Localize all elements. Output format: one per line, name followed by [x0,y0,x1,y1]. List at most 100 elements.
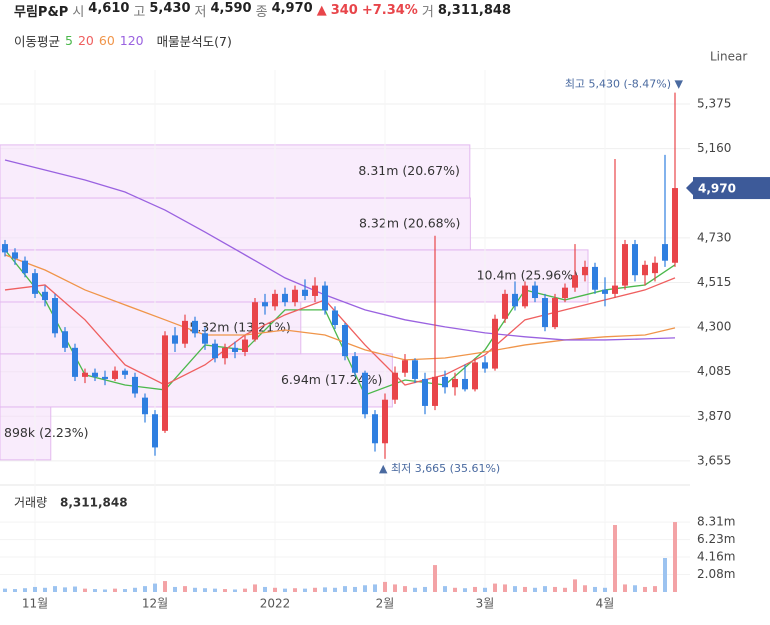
volume-bar [193,587,197,592]
scale-label[interactable]: Linear [710,50,747,64]
high-annotation: 최고 5,430 (-8.47%) ▼ [565,78,684,91]
volume-profile-bar [0,249,589,303]
x-tick-label: 2022 [260,597,291,611]
profile-title[interactable]: 매물분석도(7) [156,33,232,49]
volume-profile-label: 5.32m (13.21%) [189,319,290,334]
header-item-value: 4,590 [210,0,252,16]
volume-bar [503,584,507,592]
volume-bar [303,588,307,592]
candle-body [652,262,658,274]
candle-body [132,376,138,394]
volume-profile-bar [0,353,393,408]
ma-title: 이동평균 [14,33,61,49]
candle-body [472,362,478,390]
volume-bar [443,586,447,592]
candle-body [112,370,118,379]
volume-bar [293,588,297,592]
volume-bar [93,589,97,592]
volume-label: 거 [421,4,434,20]
volume-bar [543,586,547,592]
x-tick-label: 2월 [376,597,395,611]
change-arrow: ▲ [316,2,327,18]
candle-body [312,285,318,296]
volume-bar [373,584,377,592]
volume-bar [263,586,267,592]
y-tick-label: 5,160 [697,141,731,155]
volume-bar [73,586,77,592]
candle-body [262,302,268,307]
y-tick-label: 3,870 [697,409,731,423]
ma-line [4,159,676,341]
volume-bar [663,558,667,592]
volume-profile-bar [0,301,302,355]
candle-body [322,285,328,311]
candle-body [142,397,148,415]
x-tick-label: 4월 [596,597,615,611]
y-tick-label: 3,655 [697,453,731,467]
candle-body [12,252,18,259]
volume-bar [33,586,37,592]
candle-body [522,285,528,307]
change: 340 [330,2,358,18]
low-annotation: ▲ 최저 3,665 (35.61%) [379,462,500,475]
candle-body [672,188,678,263]
candle-body [452,378,458,388]
volume-bar [203,588,207,592]
volume-bar [553,586,557,592]
volume-bar [243,588,247,592]
volume-profile-label: 6.94m (17.24%) [281,372,382,387]
volume-profile-bar [0,406,52,461]
candle-body [432,376,438,406]
candle-body [662,244,668,261]
candle-body [122,370,128,375]
x-tick-label: 12월 [142,597,168,611]
candle-body [642,264,648,276]
volume: 8,311,848 [437,2,512,18]
candle-body [392,372,398,400]
volume-bar [153,583,157,592]
candle-body [572,275,578,288]
candle-body [622,244,628,286]
header-item-label: 종 [255,4,268,20]
x-tick-label: 11월 [22,597,48,611]
ma-legend-entry: 20 [77,32,94,48]
header-item-value: 4,970 [271,0,313,16]
volume-tick-label: 8.31m [697,515,735,529]
volume-bar [83,588,87,592]
volume-profile-label: 8.31m (20.67%) [358,163,459,178]
volume-bar [333,587,337,592]
candle-body [172,335,178,344]
volume-bar [3,588,7,592]
volume-bar [633,585,637,592]
header-items: 시 4,610 고 5,430 저 4,590 종 4,970 [72,1,312,20]
volume-bar [363,585,367,592]
ma-line [4,249,676,396]
volume-bar [233,589,237,592]
volume-bar [433,565,437,592]
volume-bar [63,587,67,592]
header-item-value: 4,610 [88,0,130,16]
candle-body [362,372,368,415]
candle-body [62,331,68,348]
volume-bar [393,584,397,592]
candle-body [2,244,8,253]
volume-tick-label: 6.23m [697,532,735,546]
volume-bar [533,587,537,592]
candle-body [92,372,98,377]
header-item-label: 저 [194,4,207,20]
candle-body [412,360,418,379]
candle-body [502,293,508,319]
candle-body [182,320,188,344]
candle-body [232,347,238,352]
volume-bar [673,522,677,592]
header-item-label: 시 [72,4,85,20]
candle-body [532,285,538,299]
candle-body [272,293,278,307]
header: 무림P&P 시 4,610 고 5,430 저 4,590 종 4,970 ▲ 340 +7.… [14,0,511,20]
volume-bar [53,586,57,592]
candle-body [582,266,588,276]
volume-tick-label: 2.08m [697,567,735,581]
volume-bar [213,588,217,592]
candle-body [292,289,298,303]
volume-bar [113,588,117,592]
